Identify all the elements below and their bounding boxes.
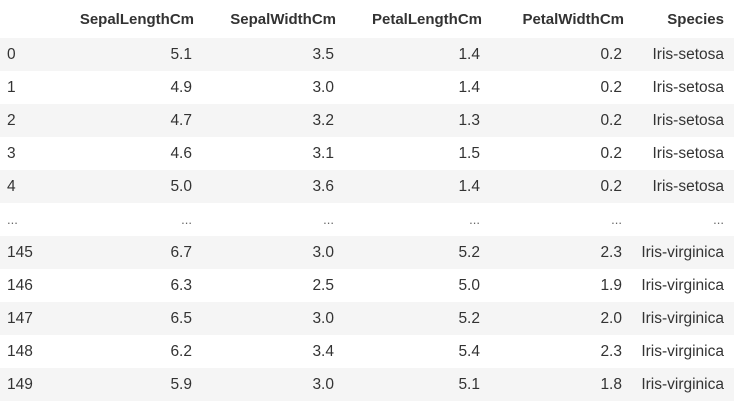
- row-index: 148: [0, 335, 48, 368]
- cell-sepal-width: 3.4: [194, 335, 336, 368]
- cell-petal-length: 5.2: [336, 302, 482, 335]
- cell-sepal-width: 3.0: [194, 368, 336, 401]
- cell-petal-width: 0.2: [482, 71, 624, 104]
- cell-petal-width: 2.3: [482, 335, 624, 368]
- cell-petal-length: 5.1: [336, 368, 482, 401]
- cell-species: Iris-virginica: [624, 236, 734, 269]
- cell-sepal-width: 3.2: [194, 104, 336, 137]
- cell-species: Iris-setosa: [624, 38, 734, 71]
- cell-sepal-width: 3.6: [194, 170, 336, 203]
- row-index: 0: [0, 38, 48, 71]
- cell-sepal-length: 6.7: [48, 236, 194, 269]
- column-header-petal-length: PetalLengthCm: [371, 10, 482, 28]
- cell-sepal-length: 4.9: [48, 71, 194, 104]
- table-row: 4 5.0 3.6 1.4 0.2 Iris-setosa: [0, 170, 734, 203]
- column-header-petal-width: PetalWidthCm: [522, 10, 624, 28]
- header-row: SepalLengthCm SepalWidthCm PetalLengthCm…: [0, 0, 734, 38]
- table-row: 1 4.9 3.0 1.4 0.2 Iris-setosa: [0, 71, 734, 104]
- cell-petal-length: 1.4: [336, 170, 482, 203]
- cell-species: ...: [624, 203, 734, 236]
- cell-sepal-length: 6.2: [48, 335, 194, 368]
- cell-sepal-width: 3.0: [194, 71, 336, 104]
- cell-petal-length: 1.4: [336, 38, 482, 71]
- cell-species: Iris-setosa: [624, 71, 734, 104]
- table-row: 3 4.6 3.1 1.5 0.2 Iris-setosa: [0, 137, 734, 170]
- cell-sepal-width: 3.1: [194, 137, 336, 170]
- cell-petal-length: 1.4: [336, 71, 482, 104]
- cell-species: Iris-virginica: [624, 335, 734, 368]
- table-header: SepalLengthCm SepalWidthCm PetalLengthCm…: [0, 0, 734, 38]
- cell-petal-width: 0.2: [482, 170, 624, 203]
- cell-sepal-length: 5.0: [48, 170, 194, 203]
- table-row: 147 6.5 3.0 5.2 2.0 Iris-virginica: [0, 302, 734, 335]
- cell-sepal-length: 5.1: [48, 38, 194, 71]
- row-index: ...: [0, 203, 48, 236]
- cell-sepal-width: ...: [194, 203, 336, 236]
- row-index: 147: [0, 302, 48, 335]
- cell-sepal-length: 4.7: [48, 104, 194, 137]
- table-row: 146 6.3 2.5 5.0 1.9 Iris-virginica: [0, 269, 734, 302]
- cell-sepal-length: 5.9: [48, 368, 194, 401]
- ellipsis-row: ... ... ... ... ... ...: [0, 203, 734, 236]
- cell-petal-length: 5.0: [336, 269, 482, 302]
- cell-species: Iris-virginica: [624, 302, 734, 335]
- cell-petal-length: ...: [336, 203, 482, 236]
- row-index: 3: [0, 137, 48, 170]
- cell-sepal-length: ...: [48, 203, 194, 236]
- row-index: 145: [0, 236, 48, 269]
- cell-sepal-width: 2.5: [194, 269, 336, 302]
- cell-petal-length: 1.5: [336, 137, 482, 170]
- column-header-species: Species: [667, 10, 724, 28]
- cell-sepal-length: 6.5: [48, 302, 194, 335]
- row-index: 146: [0, 269, 48, 302]
- cell-sepal-length: 4.6: [48, 137, 194, 170]
- cell-species: Iris-setosa: [624, 104, 734, 137]
- cell-species: Iris-setosa: [624, 170, 734, 203]
- table-row: 148 6.2 3.4 5.4 2.3 Iris-virginica: [0, 335, 734, 368]
- cell-species: Iris-virginica: [624, 269, 734, 302]
- cell-sepal-width: 3.5: [194, 38, 336, 71]
- cell-petal-width: 2.0: [482, 302, 624, 335]
- cell-petal-width: 0.2: [482, 104, 624, 137]
- cell-species: Iris-setosa: [624, 137, 734, 170]
- table-row: 149 5.9 3.0 5.1 1.8 Iris-virginica: [0, 368, 734, 401]
- table-row: 145 6.7 3.0 5.2 2.3 Iris-virginica: [0, 236, 734, 269]
- cell-petal-width: 0.2: [482, 38, 624, 71]
- cell-petal-length: 1.3: [336, 104, 482, 137]
- table-body: 0 5.1 3.5 1.4 0.2 Iris-setosa 1 4.9 3.0 …: [0, 38, 734, 401]
- cell-sepal-length: 6.3: [48, 269, 194, 302]
- cell-petal-width: 1.8: [482, 368, 624, 401]
- column-header-sepal-length: SepalLengthCm: [79, 10, 194, 28]
- cell-species: Iris-virginica: [624, 368, 734, 401]
- cell-petal-width: 2.3: [482, 236, 624, 269]
- cell-petal-length: 5.4: [336, 335, 482, 368]
- row-index: 4: [0, 170, 48, 203]
- cell-sepal-width: 3.0: [194, 236, 336, 269]
- table-row: 2 4.7 3.2 1.3 0.2 Iris-setosa: [0, 104, 734, 137]
- row-index: 2: [0, 104, 48, 137]
- row-index: 1: [0, 71, 48, 104]
- cell-petal-width: 0.2: [482, 137, 624, 170]
- cell-petal-length: 5.2: [336, 236, 482, 269]
- cell-petal-width: 1.9: [482, 269, 624, 302]
- row-index: 149: [0, 368, 48, 401]
- cell-petal-width: ...: [482, 203, 624, 236]
- column-header-sepal-width: SepalWidthCm: [230, 10, 336, 28]
- cell-sepal-width: 3.0: [194, 302, 336, 335]
- index-header: [0, 0, 48, 38]
- table-row: 0 5.1 3.5 1.4 0.2 Iris-setosa: [0, 38, 734, 71]
